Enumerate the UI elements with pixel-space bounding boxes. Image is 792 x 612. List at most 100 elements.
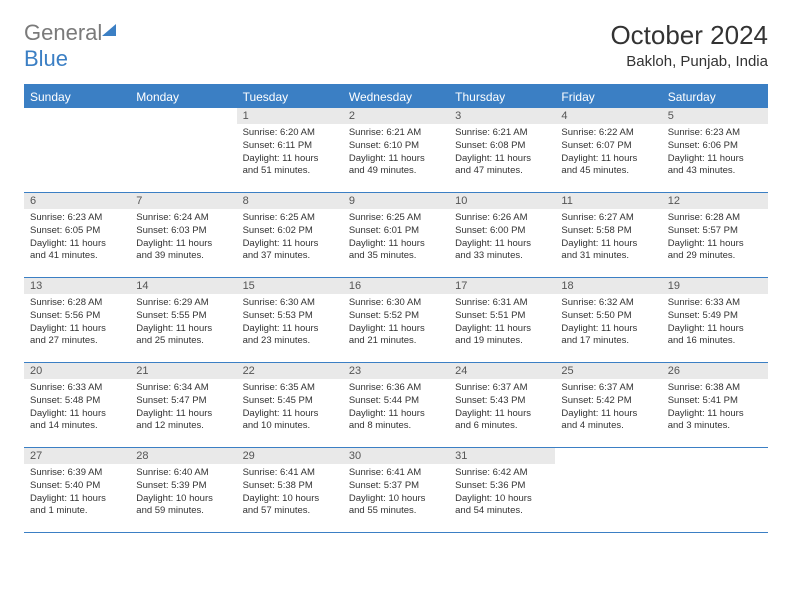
sunset-text: Sunset: 5:37 PM (349, 480, 443, 493)
day-data: Sunrise: 6:32 AMSunset: 5:50 PMDaylight:… (555, 294, 661, 354)
day-header: Monday (130, 86, 236, 108)
sunset-text: Sunset: 6:01 PM (349, 225, 443, 238)
daylight-text: and 17 minutes. (561, 335, 655, 348)
daylight-text: Daylight: 11 hours (349, 408, 443, 421)
day-header: Friday (555, 86, 661, 108)
daylight-text: Daylight: 11 hours (561, 238, 655, 251)
sunset-text: Sunset: 5:40 PM (30, 480, 124, 493)
daylight-text: and 49 minutes. (349, 165, 443, 178)
sunset-text: Sunset: 5:44 PM (349, 395, 443, 408)
sunset-text: Sunset: 6:06 PM (668, 140, 762, 153)
sunrise-text: Sunrise: 6:33 AM (668, 297, 762, 310)
sunset-text: Sunset: 5:43 PM (455, 395, 549, 408)
daylight-text: and 57 minutes. (243, 505, 337, 518)
day-cell: 17Sunrise: 6:31 AMSunset: 5:51 PMDayligh… (449, 278, 555, 362)
day-data: Sunrise: 6:27 AMSunset: 5:58 PMDaylight:… (555, 209, 661, 269)
day-cell: 18Sunrise: 6:32 AMSunset: 5:50 PMDayligh… (555, 278, 661, 362)
day-header: Thursday (449, 86, 555, 108)
sunset-text: Sunset: 6:00 PM (455, 225, 549, 238)
day-cell: 9Sunrise: 6:25 AMSunset: 6:01 PMDaylight… (343, 193, 449, 277)
day-cell: 8Sunrise: 6:25 AMSunset: 6:02 PMDaylight… (237, 193, 343, 277)
day-number: 1 (237, 108, 343, 124)
daylight-text: and 16 minutes. (668, 335, 762, 348)
daylight-text: and 43 minutes. (668, 165, 762, 178)
day-number: 19 (662, 278, 768, 294)
week-row: 6Sunrise: 6:23 AMSunset: 6:05 PMDaylight… (24, 193, 768, 278)
logo-triangle-icon (102, 24, 116, 36)
daylight-text: and 27 minutes. (30, 335, 124, 348)
day-number: 14 (130, 278, 236, 294)
day-cell: 20Sunrise: 6:33 AMSunset: 5:48 PMDayligh… (24, 363, 130, 447)
daylight-text: and 25 minutes. (136, 335, 230, 348)
sunrise-text: Sunrise: 6:34 AM (136, 382, 230, 395)
day-data: Sunrise: 6:25 AMSunset: 6:02 PMDaylight:… (237, 209, 343, 269)
day-number: 4 (555, 108, 661, 124)
sunset-text: Sunset: 6:03 PM (136, 225, 230, 238)
sunset-text: Sunset: 5:51 PM (455, 310, 549, 323)
day-cell: 6Sunrise: 6:23 AMSunset: 6:05 PMDaylight… (24, 193, 130, 277)
day-number: 27 (24, 448, 130, 464)
sunrise-text: Sunrise: 6:30 AM (243, 297, 337, 310)
day-number: 23 (343, 363, 449, 379)
daylight-text: and 21 minutes. (349, 335, 443, 348)
daylight-text: Daylight: 11 hours (668, 408, 762, 421)
sunrise-text: Sunrise: 6:27 AM (561, 212, 655, 225)
sunrise-text: Sunrise: 6:26 AM (455, 212, 549, 225)
daylight-text: and 23 minutes. (243, 335, 337, 348)
day-header: Wednesday (343, 86, 449, 108)
day-number: 22 (237, 363, 343, 379)
day-cell: 26Sunrise: 6:38 AMSunset: 5:41 PMDayligh… (662, 363, 768, 447)
day-data: Sunrise: 6:30 AMSunset: 5:53 PMDaylight:… (237, 294, 343, 354)
sunset-text: Sunset: 5:38 PM (243, 480, 337, 493)
day-number: 18 (555, 278, 661, 294)
day-cell: 4Sunrise: 6:22 AMSunset: 6:07 PMDaylight… (555, 108, 661, 192)
sunrise-text: Sunrise: 6:23 AM (668, 127, 762, 140)
daylight-text: Daylight: 11 hours (243, 323, 337, 336)
sunrise-text: Sunrise: 6:36 AM (349, 382, 443, 395)
month-title: October 2024 (610, 20, 768, 51)
sunrise-text: Sunrise: 6:25 AM (349, 212, 443, 225)
day-data: Sunrise: 6:34 AMSunset: 5:47 PMDaylight:… (130, 379, 236, 439)
day-cell: 28Sunrise: 6:40 AMSunset: 5:39 PMDayligh… (130, 448, 236, 532)
sunrise-text: Sunrise: 6:39 AM (30, 467, 124, 480)
week-row: 13Sunrise: 6:28 AMSunset: 5:56 PMDayligh… (24, 278, 768, 363)
day-number: 30 (343, 448, 449, 464)
day-number: 31 (449, 448, 555, 464)
daylight-text: Daylight: 11 hours (561, 323, 655, 336)
sunset-text: Sunset: 5:58 PM (561, 225, 655, 238)
sunset-text: Sunset: 6:10 PM (349, 140, 443, 153)
day-cell: 7Sunrise: 6:24 AMSunset: 6:03 PMDaylight… (130, 193, 236, 277)
sunrise-text: Sunrise: 6:33 AM (30, 382, 124, 395)
daylight-text: Daylight: 11 hours (136, 323, 230, 336)
calendar: Sunday Monday Tuesday Wednesday Thursday… (24, 84, 768, 533)
day-cell (24, 108, 130, 192)
daylight-text: and 12 minutes. (136, 420, 230, 433)
logo-part2: Blue (24, 46, 68, 71)
sunset-text: Sunset: 6:08 PM (455, 140, 549, 153)
daylight-text: and 51 minutes. (243, 165, 337, 178)
sunrise-text: Sunrise: 6:40 AM (136, 467, 230, 480)
sunset-text: Sunset: 5:42 PM (561, 395, 655, 408)
day-number: 5 (662, 108, 768, 124)
sunset-text: Sunset: 6:02 PM (243, 225, 337, 238)
day-data: Sunrise: 6:28 AMSunset: 5:56 PMDaylight:… (24, 294, 130, 354)
day-cell: 2Sunrise: 6:21 AMSunset: 6:10 PMDaylight… (343, 108, 449, 192)
day-data: Sunrise: 6:21 AMSunset: 6:08 PMDaylight:… (449, 124, 555, 184)
daylight-text: Daylight: 11 hours (668, 238, 762, 251)
daylight-text: and 54 minutes. (455, 505, 549, 518)
sunrise-text: Sunrise: 6:35 AM (243, 382, 337, 395)
daylight-text: and 59 minutes. (136, 505, 230, 518)
sunrise-text: Sunrise: 6:37 AM (561, 382, 655, 395)
sunrise-text: Sunrise: 6:22 AM (561, 127, 655, 140)
day-data: Sunrise: 6:24 AMSunset: 6:03 PMDaylight:… (130, 209, 236, 269)
day-header: Sunday (24, 86, 130, 108)
day-header-row: Sunday Monday Tuesday Wednesday Thursday… (24, 86, 768, 108)
day-number: 9 (343, 193, 449, 209)
daylight-text: and 3 minutes. (668, 420, 762, 433)
daylight-text: Daylight: 11 hours (243, 153, 337, 166)
title-block: October 2024 Bakloh, Punjab, India (610, 20, 768, 70)
day-cell: 1Sunrise: 6:20 AMSunset: 6:11 PMDaylight… (237, 108, 343, 192)
sunrise-text: Sunrise: 6:30 AM (349, 297, 443, 310)
daylight-text: Daylight: 10 hours (243, 493, 337, 506)
location: Bakloh, Punjab, India (610, 53, 768, 70)
